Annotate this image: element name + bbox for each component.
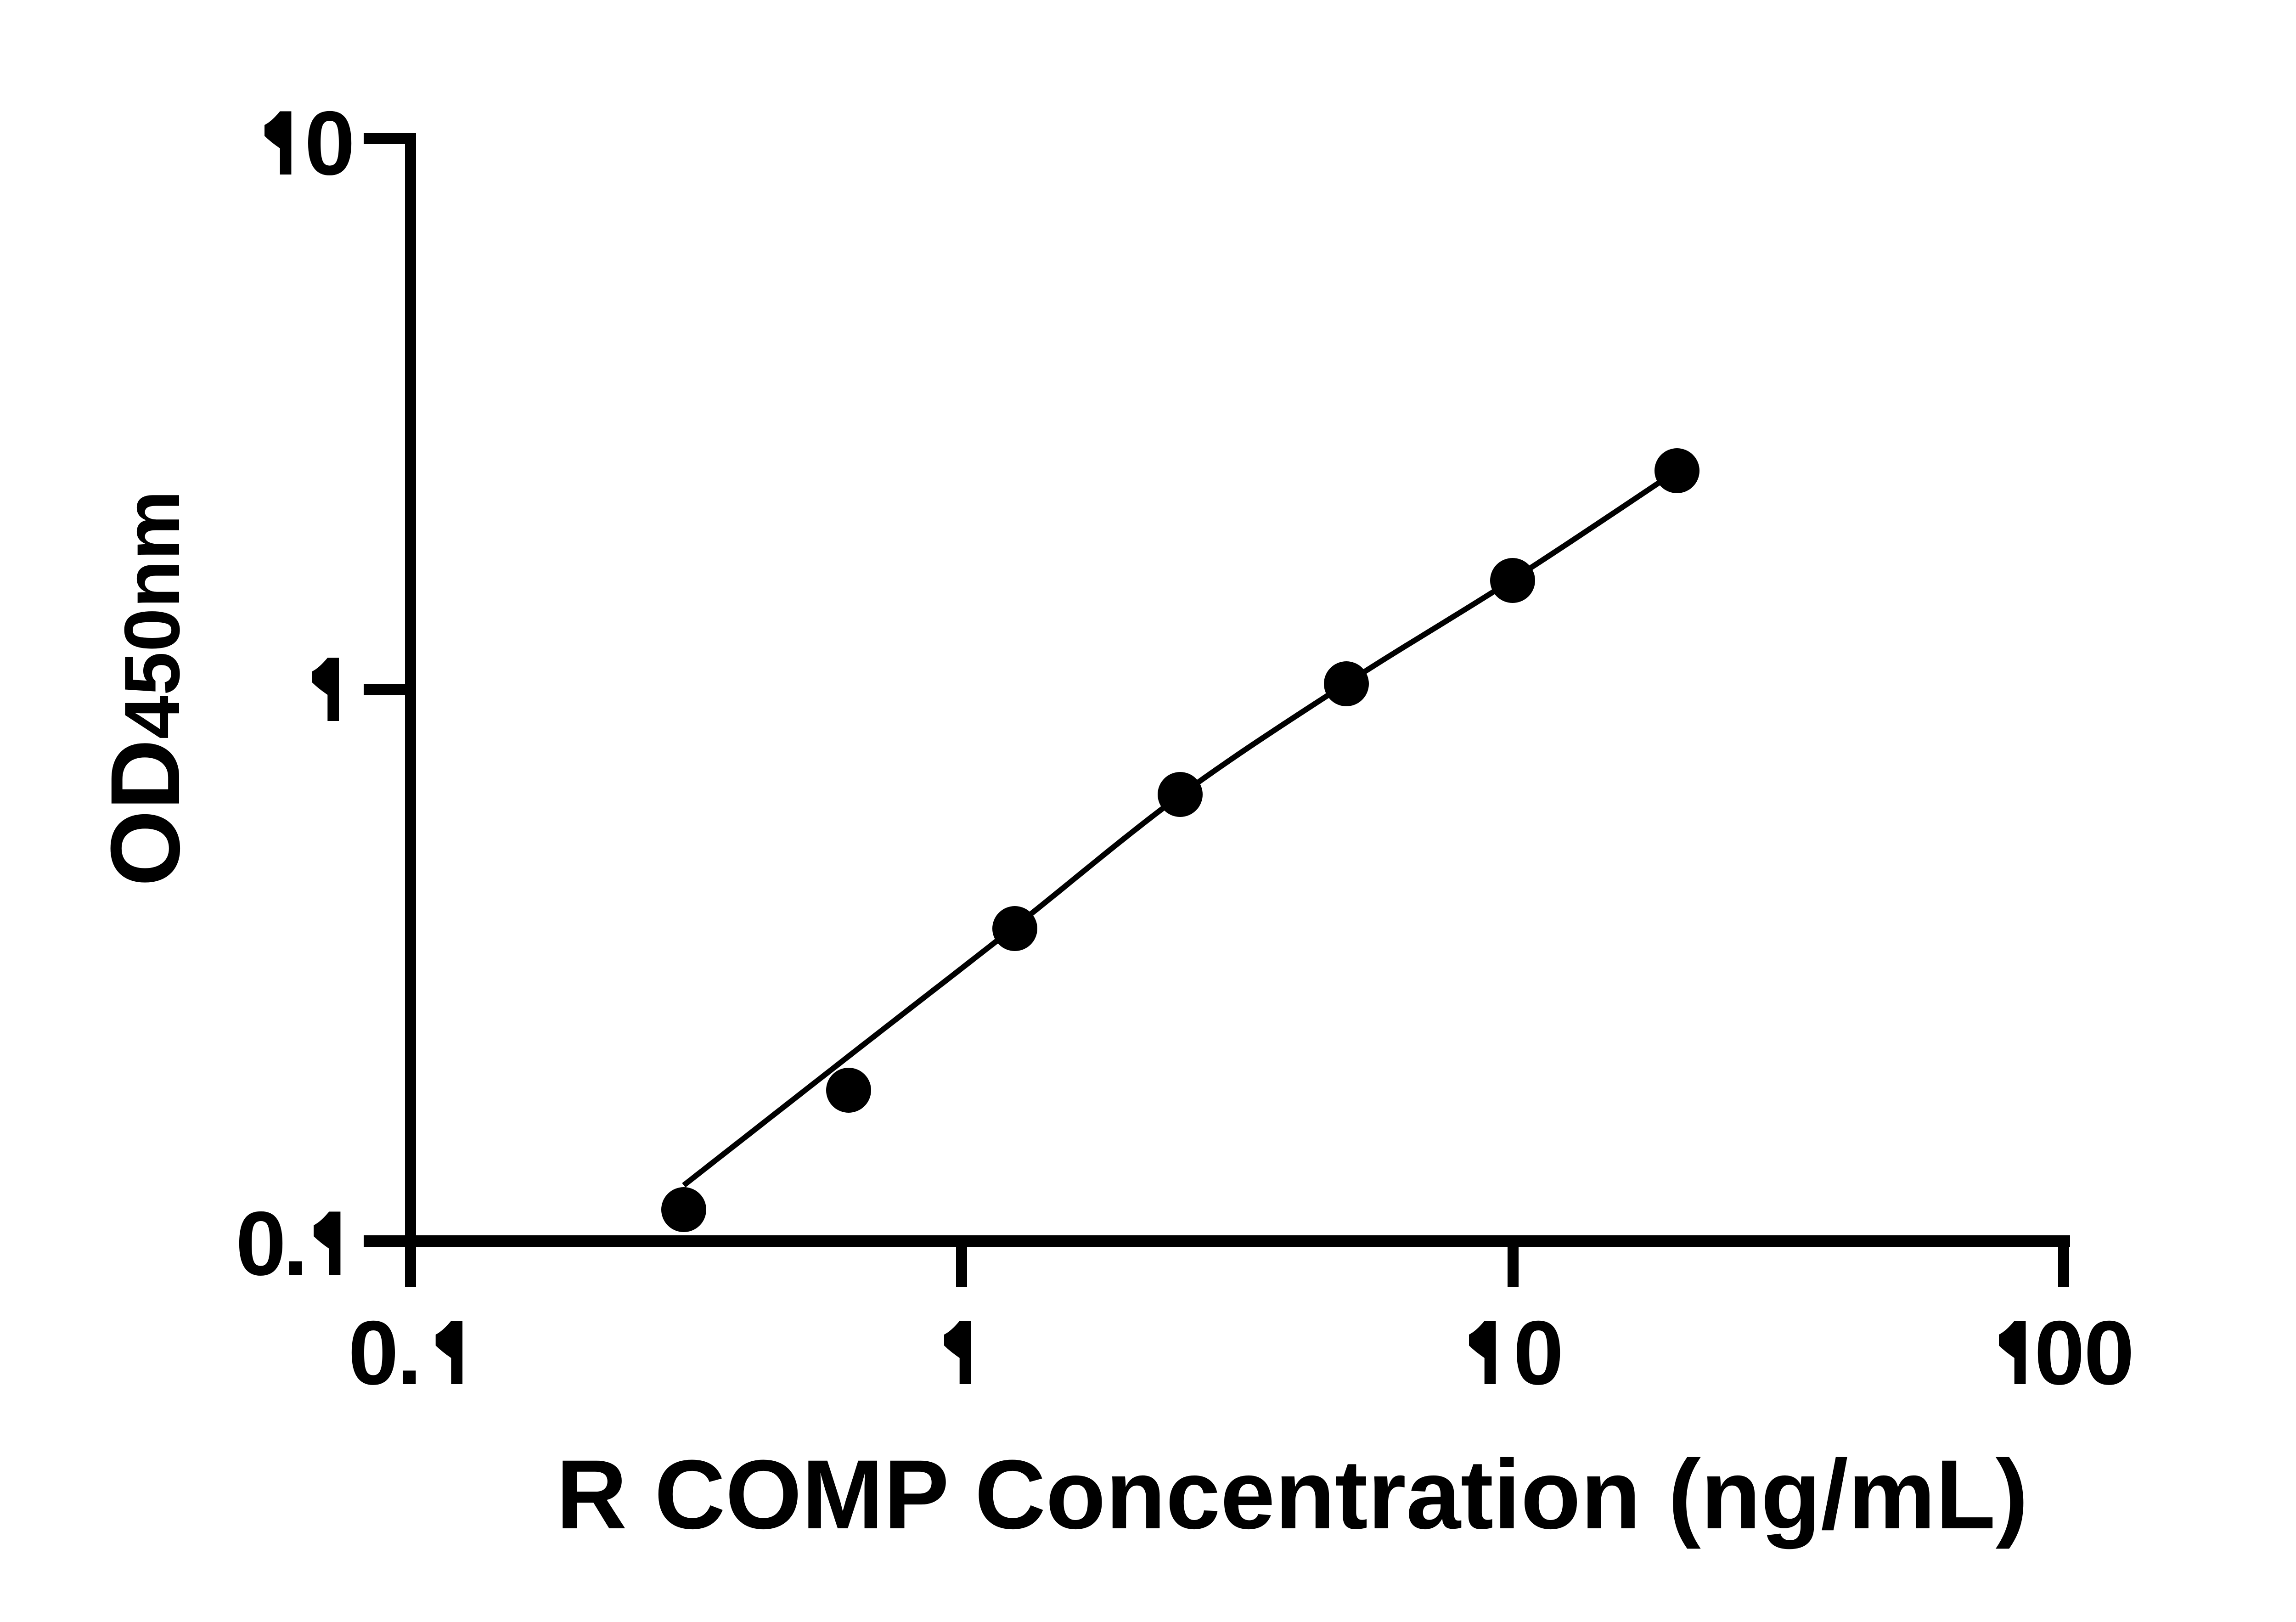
svg-text:0: 0 xyxy=(304,92,355,194)
svg-text:.: . xyxy=(397,1302,422,1403)
svg-text:.: . xyxy=(283,1193,308,1294)
svg-text:0: 0 xyxy=(348,1302,399,1403)
svg-text:R COMP Concentration (ng/mL): R COMP Concentration (ng/mL) xyxy=(556,1440,2028,1549)
svg-text:0: 0 xyxy=(2084,1302,2134,1403)
svg-text:0: 0 xyxy=(236,1193,286,1294)
svg-text:0: 0 xyxy=(1513,1302,1564,1403)
svg-text:OD450nm: OD450nm xyxy=(90,490,200,887)
svg-text:0: 0 xyxy=(2034,1302,2085,1403)
